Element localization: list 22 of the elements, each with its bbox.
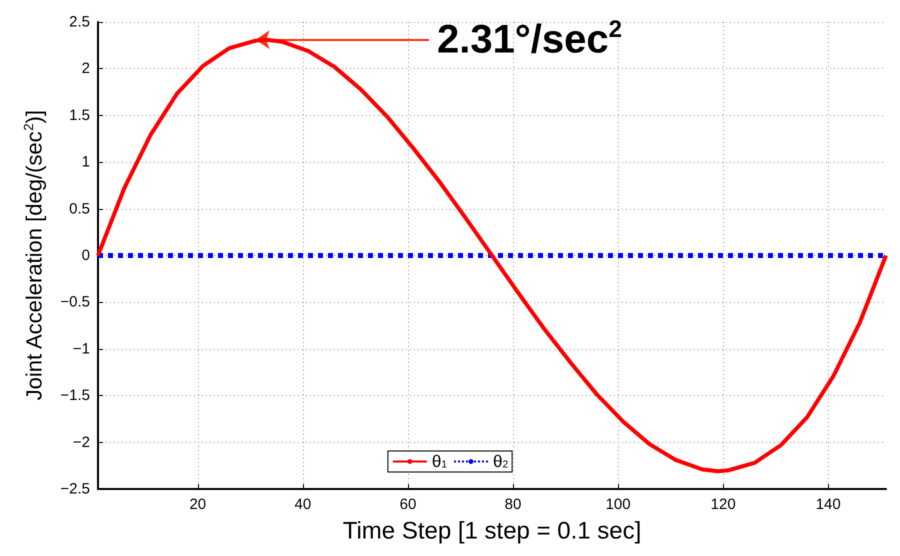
y-tick-label: −2 bbox=[72, 434, 90, 451]
y-tick-label: 2 bbox=[82, 60, 90, 78]
y-tick-label: 2.5 bbox=[69, 14, 90, 30]
y-tick-label: 1 bbox=[82, 154, 90, 171]
x-tick-label: 60 bbox=[400, 496, 416, 513]
y-tick-label: 0 bbox=[82, 247, 90, 264]
legend-label: θ2 bbox=[493, 452, 508, 471]
y-tick-label: −0.5 bbox=[60, 294, 90, 311]
x-tick-label: 80 bbox=[504, 496, 522, 513]
y-tick-label: 1.5 bbox=[69, 106, 90, 124]
x-axis-title: Time Step [1 step = 0.1 sec] bbox=[342, 518, 642, 544]
y-tick-label: −1.5 bbox=[60, 387, 90, 404]
x-tick-label: 20 bbox=[189, 496, 206, 513]
y-axis-title: Joint Acceleration [deg/(sec2)] bbox=[21, 110, 46, 400]
y-tick-label: −2.5 bbox=[60, 480, 90, 498]
legend-label: θ1 bbox=[432, 452, 448, 471]
x-tick-label: 140 bbox=[816, 496, 841, 513]
y-tick-label: 0.5 bbox=[69, 200, 90, 218]
x-tick-label: 100 bbox=[606, 496, 631, 513]
x-tick-label: 120 bbox=[710, 496, 736, 513]
y-tick-label: −1 bbox=[72, 340, 90, 358]
x-tick-label: 40 bbox=[294, 496, 312, 513]
